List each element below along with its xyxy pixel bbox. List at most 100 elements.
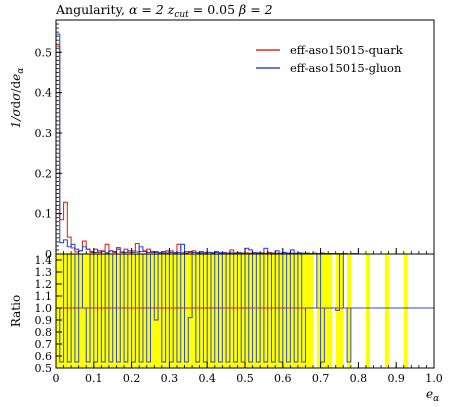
y-tick-label: 0.3 xyxy=(35,127,53,140)
chart-title: Angularity, α = 2 zcut = 0.05 β = 2 xyxy=(55,2,273,20)
ratio-band-bin xyxy=(324,254,329,368)
x-tick-label: 0.6 xyxy=(274,372,292,385)
x-tick-label: 0.2 xyxy=(123,372,141,385)
ratio-band-bin xyxy=(241,254,246,368)
x-tick-label: 0 xyxy=(53,372,60,385)
ratio-band-bin xyxy=(86,254,91,368)
ratio-band-bin xyxy=(275,254,280,368)
ratio-band-bin xyxy=(316,254,321,368)
ratio-band-bin xyxy=(218,254,223,368)
ratio-tick-label: 0.9 xyxy=(35,314,53,327)
ratio-band-bin xyxy=(210,254,216,368)
ratio-series-gluon xyxy=(56,253,434,363)
ratio-band-bin xyxy=(365,254,371,368)
ratio-band-bin xyxy=(290,254,295,368)
ratio-band-bin xyxy=(176,254,182,368)
y-tick-label-zero: 0 xyxy=(45,248,52,261)
ratio-band-bin xyxy=(161,254,166,368)
ratio-band-bin xyxy=(67,254,72,368)
ratio-tick-label: 1.2 xyxy=(35,278,53,291)
ratio-band-bin xyxy=(184,254,189,368)
ratio-band-bin xyxy=(260,254,265,368)
ratio-band-bin xyxy=(199,254,204,368)
y-tick-label: 0.1 xyxy=(35,208,53,221)
ratio-band-bin xyxy=(335,254,340,368)
x-tick-label: 0.9 xyxy=(387,372,405,385)
ratio-band-bin xyxy=(120,254,125,368)
ratio-band-bin xyxy=(245,254,250,368)
ratio-band-bin xyxy=(279,254,284,368)
x-tick-label: 0.7 xyxy=(312,372,330,385)
x-axis-label: eα xyxy=(426,387,439,404)
ratio-band-bin xyxy=(116,254,121,368)
ratio-band-bin xyxy=(214,254,219,368)
ratio-band-bin xyxy=(139,254,144,368)
ratio-y-axis-label: Ratio xyxy=(9,295,23,327)
ratio-band-bin xyxy=(195,254,200,368)
ratio-band-bin xyxy=(222,254,227,368)
x-tick-label: 0.5 xyxy=(236,372,254,385)
ratio-band-bin xyxy=(74,254,79,368)
ratio-band-bin xyxy=(131,254,136,368)
ratio-band-bin xyxy=(188,254,193,368)
ratio-band-bin xyxy=(97,254,102,368)
ratio-band-bin xyxy=(339,254,344,368)
ratio-band-bin xyxy=(90,254,95,368)
ratio-band-bin xyxy=(154,254,159,368)
ratio-band-bin xyxy=(135,254,140,368)
ratio-band-bin xyxy=(203,254,208,368)
ratio-band-bin xyxy=(305,254,310,368)
ratio-tick-label: 1.1 xyxy=(35,290,53,303)
ratio-band-bin xyxy=(233,254,238,368)
ratio-band-bin xyxy=(124,254,129,368)
ratio-band-bin xyxy=(347,254,352,368)
ratio-band-bin xyxy=(173,254,178,368)
ratio-tick-label: 1.4 xyxy=(35,254,53,267)
ratio-band-bin xyxy=(56,254,61,368)
ratio-tick-label: 1.3 xyxy=(35,266,53,279)
ratio-tick-label: 0.7 xyxy=(35,338,53,351)
x-tick-label: 0.4 xyxy=(198,372,216,385)
ratio-band-bin xyxy=(263,254,268,368)
ratio-band-bin xyxy=(127,254,132,368)
y-tick-label: 0.4 xyxy=(35,87,53,100)
ratio-band-bin xyxy=(226,254,231,368)
ratio-band-bin xyxy=(192,254,197,368)
ratio-band-bin xyxy=(180,254,185,368)
ratio-band-bin xyxy=(252,254,257,368)
ratio-band-bin xyxy=(82,254,87,368)
main-y-axis: 0.1 0.2 0.3 0.4 0.5 0 xyxy=(35,23,62,261)
ratio-band-bin xyxy=(229,254,234,368)
y-tick-label: 0.2 xyxy=(35,167,53,180)
ratio-band-bin xyxy=(108,254,113,368)
ratio-band-bin xyxy=(320,254,325,368)
ratio-band-bin xyxy=(328,254,333,368)
ratio-tick-label: 0.6 xyxy=(35,350,53,363)
ratio-band-bin xyxy=(59,254,64,368)
x-tick-label: 1.0 xyxy=(425,372,443,385)
ratio-band-bin xyxy=(286,254,291,368)
ratio-band-bin xyxy=(112,254,117,368)
ratio-panel xyxy=(56,253,434,368)
ratio-y-axis: 0.50.60.70.80.91.01.11.21.31.4 xyxy=(35,254,62,375)
ratio-band-bin xyxy=(142,254,148,368)
ratio-tick-label: 1.0 xyxy=(35,302,53,315)
ratio-tick-label: 0.8 xyxy=(35,326,53,339)
ratio-band-bin xyxy=(71,254,76,368)
ratio-band-bin xyxy=(267,254,272,368)
ratio-band-bin xyxy=(63,254,68,368)
x-tick-label: 0.8 xyxy=(350,372,368,385)
ratio-band-bin xyxy=(256,254,261,368)
x-axis: 0 0.1 0.2 0.3 0.4 0.5 0.6 0.7 0.8 0.9 1.0 xyxy=(53,248,443,385)
ratio-band-bin xyxy=(165,254,170,368)
ratio-band-bin xyxy=(150,254,155,368)
ratio-band-bin xyxy=(146,254,151,368)
ratio-band-bin xyxy=(309,254,314,368)
ratio-band-bin xyxy=(248,254,253,368)
legend: eff-aso15015-quark eff-aso15015-gluon xyxy=(256,43,404,75)
main-y-axis-label: 1/σdσ/deα xyxy=(9,68,26,129)
ratio-band-bin xyxy=(158,254,163,368)
ratio-band-bin xyxy=(93,254,98,368)
x-tick-label: 0.1 xyxy=(85,372,103,385)
